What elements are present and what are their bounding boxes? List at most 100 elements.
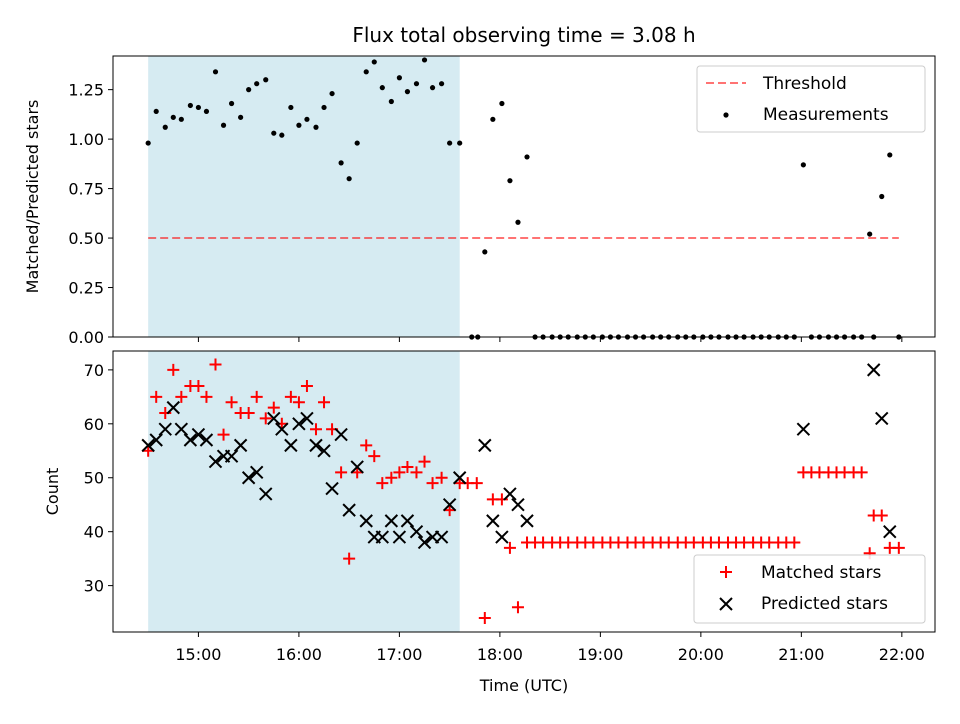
measurement-point [524,154,530,160]
chart-title: Flux total observing time = 3.08 h [352,23,695,47]
measurement-point [346,176,352,182]
predicted-star-point [520,514,534,528]
measurement-point [279,132,285,138]
x-tick-label: 17:00 [376,645,422,664]
matched-star-point [335,466,348,479]
matched-star-point [259,412,272,425]
predicted-star-point [503,487,517,501]
predicted-star-point [191,427,206,442]
predicted-star-point [375,530,390,544]
matched-star-point [503,541,516,554]
y-tick-label: 1.25 [68,81,104,100]
predicted-star-point [350,460,364,474]
predicted-star-point [241,471,256,485]
predicted-star-point [342,503,356,517]
matched-star-point [309,423,322,436]
measurement-point [228,100,235,107]
predicted-star-point [275,422,289,436]
matched-star-point [410,466,423,479]
predicted-star-point [174,422,189,436]
measurement-point [421,57,428,63]
measurement-point [457,140,463,146]
measurement-point [246,87,252,93]
legend-measurements-label: Measurements [763,105,889,125]
ratio-panel-frame [112,55,936,338]
measurement-point [447,140,453,146]
measurement-point [379,85,385,91]
measurement-point [162,124,168,130]
measurement-point [867,231,873,237]
predicted-star-point [866,363,881,377]
legend-matched-swatch [720,566,732,578]
measurement-point [288,104,294,111]
matched-star-point [167,363,180,376]
matched-star-point [875,509,888,522]
measurement-point [329,90,335,97]
measurement-point [187,102,193,109]
measurement-point [178,116,184,122]
matched-star-point [175,390,188,403]
measurement-point [388,98,394,105]
measurement-point [438,81,445,87]
x-tick-label: 18:00 [477,645,523,664]
predicted-star-point [325,481,339,496]
matched-star-point [225,396,238,409]
predicted-star-point [183,433,198,447]
matched-star-point [511,601,524,614]
y-tick-label: 60 [84,415,104,434]
y-tick-label: 70 [84,361,104,380]
predicted-star-point [417,535,432,550]
predicted-star-point [495,530,509,544]
matched-star-point [376,477,389,490]
predicted-star-point [400,514,415,528]
matched-star-point [150,390,163,403]
matched-star-point [418,455,431,468]
legend-threshold-label: Threshold [762,74,847,94]
measurement-point [153,108,159,115]
measurement-point [413,81,420,87]
measurement-point [887,152,893,158]
matched-star-point [209,358,222,371]
measurement-point [321,104,327,111]
matched-star-point [267,401,280,414]
matched-star-point [250,390,263,403]
matched-star-point [393,466,406,479]
legend-predicted-swatch [719,597,733,611]
measurement-point [490,116,496,122]
measurement-point [263,77,269,83]
measurement-point [404,89,411,95]
x-tick-label: 16:00 [276,645,322,664]
matched-star-point [242,407,255,420]
x-tick-label: 19:00 [577,645,623,664]
y-tick-label: 0.00 [68,328,104,347]
y-tick-label: 40 [84,523,104,542]
matched-star-point [292,396,305,409]
x-tick-label: 21:00 [778,645,824,664]
matched-star-point [855,466,868,479]
predicted-star-point [249,465,264,480]
y-tick-label: 50 [84,469,104,488]
measurement-point [429,85,436,91]
x-tick-label: 20:00 [678,645,724,664]
measurement-point [238,114,244,120]
count-panel: 30 40 50 60 70 15:00 16:00 17:00 18:00 19:00 20:00… [43,350,936,664]
measurement-point [482,249,488,255]
matched-star-point [343,552,356,565]
predicted-star-point [149,433,163,447]
predicted-star-point [166,400,181,415]
measurement-point [371,59,377,65]
measurement-point [170,114,176,120]
predicted-star-point [359,514,373,528]
matched-star-point [284,390,297,403]
count-legend: Matched stars Predicted stars [693,554,926,624]
measurement-point [212,69,219,75]
matched-star-point [300,380,313,393]
predicted-star-point [883,524,897,539]
ratio-panel: 0.00 0.25 0.50 0.75 1.00 1.25 Matched/Predict… [23,55,936,347]
x-tick-label: 15:00 [175,645,221,664]
measurement-point [296,122,302,128]
measurement-point [515,219,521,225]
matched-star-point [478,611,491,624]
matched-star-point [470,477,483,490]
